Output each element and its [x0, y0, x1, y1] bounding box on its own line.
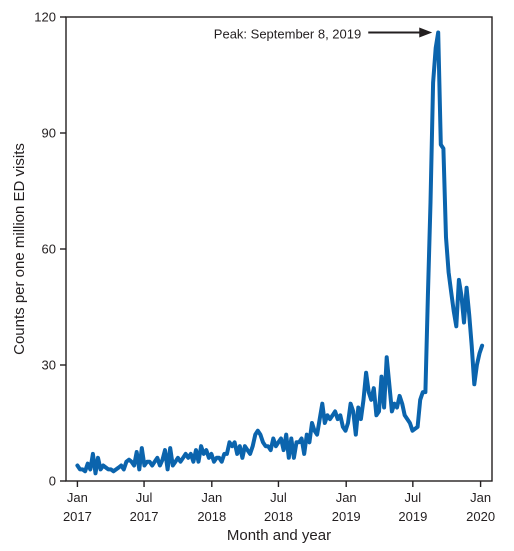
- plot-frame: [65, 16, 493, 482]
- x-tick-label-month: Jan: [470, 490, 491, 505]
- x-tick-label-year: 2017: [63, 509, 92, 524]
- x-tick-label-month: Jan: [201, 490, 222, 505]
- peak-annotation: Peak: September 8, 2019: [214, 26, 433, 41]
- x-tick-label-year: 2018: [264, 509, 293, 524]
- peak-annotation-label: Peak: September 8, 2019: [214, 26, 361, 41]
- x-tick-label-month: Jul: [270, 490, 287, 505]
- x-tick-label-year: 2019: [398, 509, 427, 524]
- y-tick-label: 120: [34, 10, 56, 25]
- x-tick-label-year: 2018: [197, 509, 226, 524]
- y-axis-title: Counts per one million ED visits: [11, 143, 28, 355]
- x-tick-label-month: Jan: [336, 490, 357, 505]
- x-tick-label-month: Jul: [405, 490, 422, 505]
- x-tick-label-year: 2017: [130, 509, 159, 524]
- y-tick-label: 90: [42, 126, 56, 141]
- x-tick-label-year: 2019: [332, 509, 361, 524]
- y-tick-label: 30: [42, 358, 56, 373]
- y-axis-ticks: 0 30 60 90 120: [34, 10, 66, 489]
- x-tick-label-year: 2020: [466, 509, 495, 524]
- x-tick-label-month: Jul: [136, 490, 153, 505]
- y-tick-label: 60: [42, 242, 56, 257]
- peak-annotation-arrowhead: [419, 27, 433, 38]
- x-tick-label-month: Jan: [67, 490, 88, 505]
- x-axis-title: Month and year: [227, 527, 331, 544]
- x-axis-ticks: Jan 2017 Jul 2017 Jan 2018 Jul 2018 Jan 2019 Jul 20…: [63, 481, 495, 524]
- series-line: [75, 30, 485, 476]
- y-tick-label: 0: [49, 474, 56, 489]
